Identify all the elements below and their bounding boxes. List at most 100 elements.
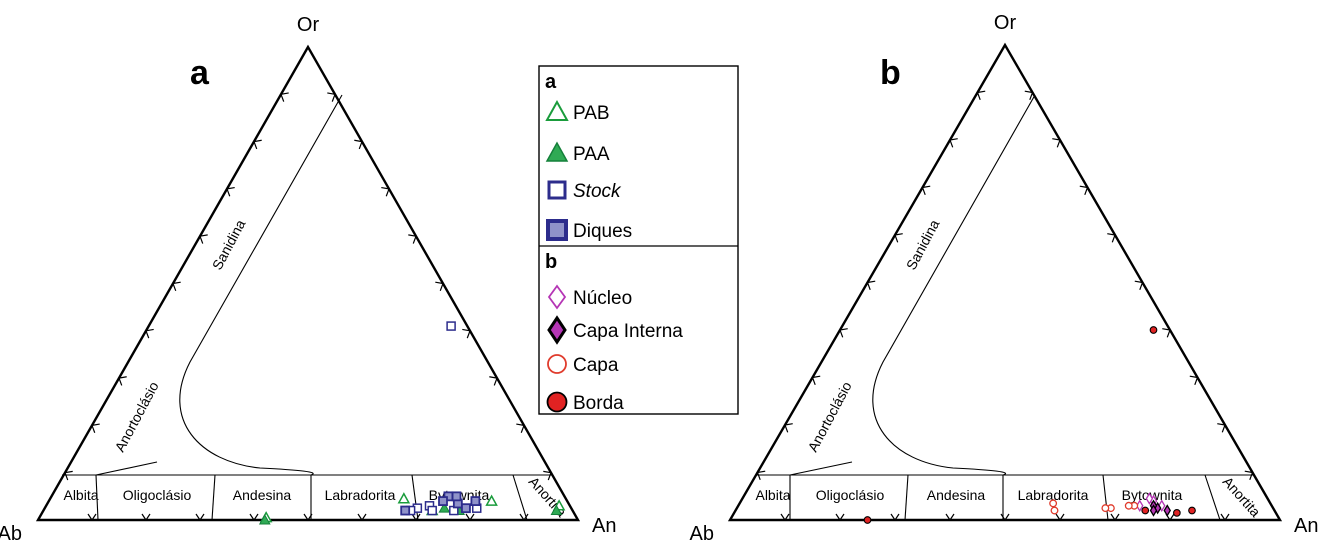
- boundary-line: [1102, 474, 1109, 521]
- field-label: Labradorita: [325, 487, 396, 503]
- boundary-line: [1204, 474, 1221, 521]
- tick-marks: [64, 92, 552, 522]
- data-point: [1049, 499, 1058, 508]
- legend: a b PAB PAA Stock Diques Núcleo Capa Interna Cap…: [538, 65, 739, 415]
- tick: [949, 138, 958, 148]
- data-point: [1188, 506, 1196, 515]
- data-point: [451, 491, 462, 502]
- legend-symbol-paa-icon: [545, 141, 569, 162]
- tick-marks: [756, 90, 1254, 522]
- tick: [327, 92, 336, 102]
- field-label: Anortoclásio: [111, 379, 161, 455]
- data-point: [397, 492, 411, 504]
- boundary-line: [211, 474, 216, 521]
- boundary-line: [789, 461, 853, 476]
- tick: [1079, 185, 1089, 196]
- tick: [435, 281, 444, 292]
- tick: [172, 281, 181, 292]
- tick: [280, 92, 289, 102]
- tick: [1162, 328, 1171, 338]
- tick: [516, 423, 525, 433]
- ternary-panel-b: Albita Oligoclásio Andesina Labradorita Byto…: [690, 12, 1319, 545]
- data-point: [1149, 504, 1158, 517]
- data-point: [438, 502, 451, 513]
- tick: [839, 328, 848, 338]
- tick: [354, 139, 363, 150]
- panel-letter: a: [190, 54, 210, 92]
- panel-letter: b: [880, 54, 901, 92]
- vertex-label-or: Or: [994, 12, 1017, 34]
- tick: [921, 185, 931, 196]
- tick: [945, 513, 955, 522]
- data-point: [461, 503, 471, 514]
- field-label: Sanidina: [209, 217, 249, 273]
- data-point: [550, 504, 563, 516]
- legend-label: Borda: [573, 393, 624, 414]
- legend-symbol-borda-icon: [546, 391, 568, 413]
- legend-symbol-stock-icon: [547, 180, 567, 200]
- data-point: [1145, 492, 1154, 505]
- data-point: [1149, 326, 1158, 334]
- boundary-line: [95, 461, 158, 476]
- legend-symbol-n-cleo-icon: [547, 284, 567, 310]
- field-label: Anortoclásio: [804, 379, 854, 455]
- boundary-curve: [872, 94, 1036, 476]
- data-point: [1050, 506, 1059, 515]
- tick: [1134, 280, 1144, 291]
- field-label: Sanidina: [903, 217, 943, 273]
- legend-label: Capa: [573, 355, 619, 376]
- tick: [1189, 375, 1199, 386]
- tick: [866, 280, 876, 291]
- vertex-label-an: An: [592, 515, 616, 537]
- legend-label: PAB: [573, 103, 610, 124]
- tick: [226, 186, 235, 197]
- tick: [1000, 513, 1010, 522]
- vertex-label-ab: Ab: [0, 523, 22, 545]
- tick: [890, 513, 900, 522]
- boundary-curve: [179, 94, 343, 476]
- data-point: [258, 513, 271, 525]
- data-point: [470, 496, 481, 506]
- tick: [411, 513, 421, 522]
- legend-label: Capa Interna: [573, 321, 683, 342]
- boundary-line: [95, 474, 99, 521]
- tick: [249, 513, 259, 522]
- vertex-label-or: Or: [297, 14, 320, 36]
- tick: [145, 328, 154, 339]
- legend-label: Diques: [573, 221, 632, 242]
- field-label: Labradorita: [1018, 487, 1089, 503]
- field-boundaries: [62, 94, 552, 521]
- legend-symbol-pab-icon: [545, 99, 569, 121]
- data-point: [1173, 509, 1181, 517]
- tick: [199, 234, 208, 244]
- data-points: [863, 326, 1196, 524]
- vertex-label-an: An: [1294, 515, 1318, 537]
- tick: [381, 186, 390, 197]
- boundary-line: [904, 474, 909, 521]
- field-label: Oligoclásio: [123, 487, 192, 503]
- legend-group-b-label: b: [545, 251, 557, 273]
- tick: [780, 513, 790, 522]
- tick: [141, 513, 151, 522]
- tick: [835, 513, 845, 522]
- legend-symbol-capa-interna-icon: [547, 315, 567, 345]
- field-label: Andesina: [233, 487, 292, 503]
- ternary-panel-a: AlbitaOligoclásioAndesinaLabradoritaByto…: [0, 14, 616, 545]
- tick: [1244, 470, 1254, 481]
- tick: [894, 233, 903, 243]
- data-point: [1124, 501, 1133, 510]
- vertex-label-ab: Ab: [690, 523, 714, 545]
- data-point: [446, 321, 456, 331]
- data-point: [485, 494, 498, 506]
- tick: [543, 470, 552, 481]
- field-label: Anortita: [526, 473, 570, 520]
- field-label: Oligoclásio: [816, 487, 885, 503]
- tick: [756, 470, 766, 481]
- boundary-line: [512, 474, 528, 521]
- data-point: [863, 516, 872, 524]
- tick: [195, 513, 205, 522]
- tick: [784, 423, 793, 433]
- tick: [1110, 513, 1120, 522]
- legend-label: Stock: [573, 181, 622, 202]
- legend-label: Núcleo: [573, 288, 632, 309]
